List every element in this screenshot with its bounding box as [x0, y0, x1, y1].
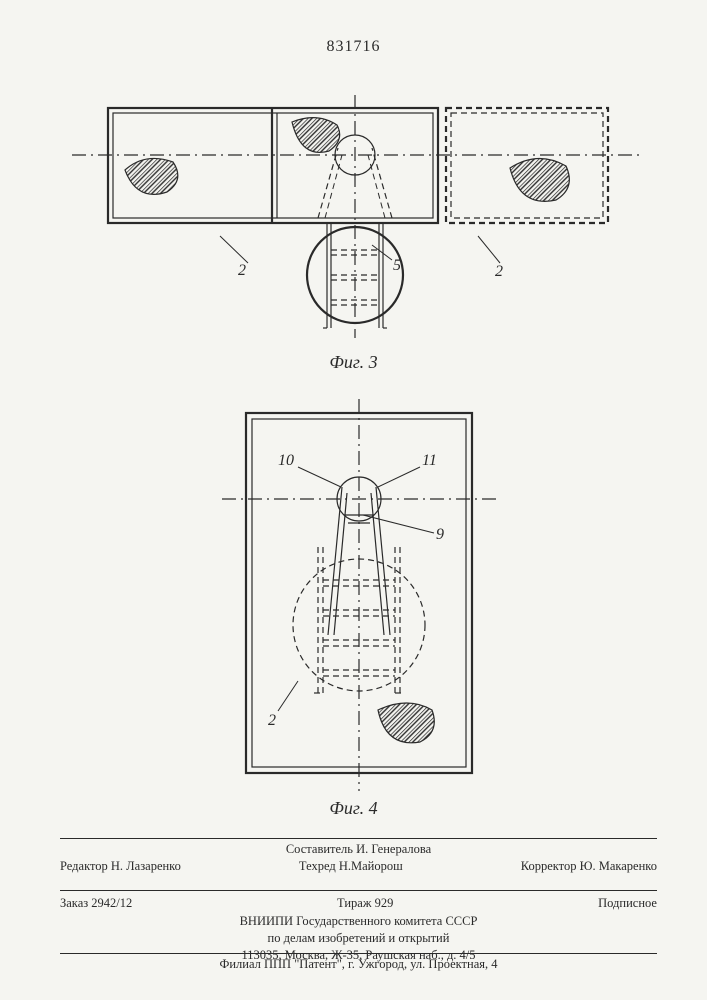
divider — [60, 953, 657, 954]
divider — [60, 890, 657, 891]
ref-2-right: 2 — [495, 263, 503, 280]
ref-2: 2 — [268, 712, 276, 729]
ref-5: 5 — [393, 257, 401, 274]
corrector-credit: Корректор Ю. Макаренко — [521, 859, 657, 874]
figure-3: 2 2 5 — [80, 100, 635, 335]
credits-block: Составитель И. Генералова Редактор Н. Ла… — [60, 842, 657, 874]
figure-4-caption: Фиг. 4 — [329, 798, 377, 819]
figure-3-caption: Фиг. 3 — [329, 352, 377, 373]
imprint-line-2: по делам изобретений и открытий — [60, 930, 657, 947]
imprint-line-1: ВНИИПИ Государственного комитета СССР — [60, 913, 657, 930]
figure-4-svg: 10 11 9 2 — [228, 405, 490, 785]
subscription: Подписное — [598, 896, 657, 911]
tirage: Тираж 929 — [337, 896, 393, 911]
branch-line: Филиал ППП "Патент", г. Ужгород, ул. Про… — [60, 957, 657, 972]
figure-4: 10 11 9 2 — [228, 405, 490, 785]
order-number: Заказ 2942/12 — [60, 896, 132, 911]
compiler-credit: Составитель И. Генералова — [60, 842, 657, 857]
divider — [60, 838, 657, 839]
figure-3-svg: 2 2 5 — [80, 100, 635, 335]
techred-credit: Техред Н.Майорош — [299, 859, 403, 874]
ref-10: 10 — [278, 452, 294, 469]
document-number: 831716 — [327, 38, 381, 56]
editor-credit: Редактор Н. Лазаренко — [60, 859, 181, 874]
ref-9: 9 — [436, 526, 444, 543]
ref-2-left: 2 — [238, 262, 246, 279]
ref-11: 11 — [422, 452, 437, 469]
